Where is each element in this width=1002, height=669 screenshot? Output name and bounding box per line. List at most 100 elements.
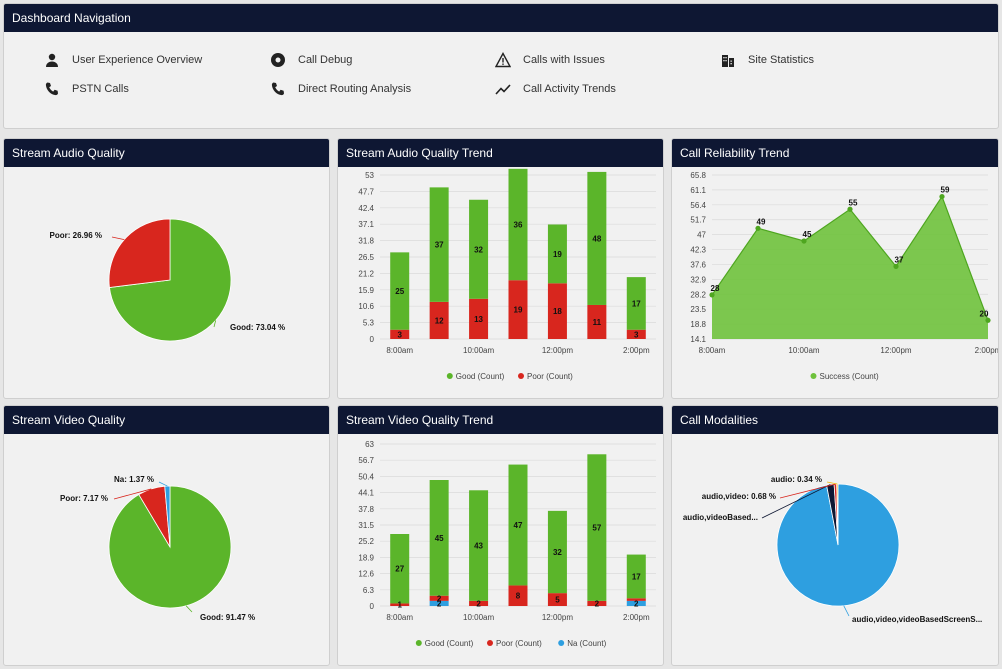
y-tick-label: 26.5	[358, 253, 374, 262]
data-point	[847, 206, 853, 212]
bar-value-label: 57	[592, 524, 601, 533]
nav-item-user-experience-overview[interactable]: User Experience Overview	[44, 51, 202, 69]
x-tick-label: 10:00am	[463, 346, 494, 355]
data-point	[801, 238, 807, 244]
y-tick-label: 12.6	[358, 570, 374, 579]
panel-title: Stream Video Quality Trend	[338, 406, 663, 434]
nav-item-call-debug[interactable]: Call Debug	[270, 51, 352, 69]
bar-segment	[390, 252, 410, 330]
bar-value-label: 19	[514, 306, 523, 315]
data-point-label: 20	[980, 309, 989, 318]
x-tick-label: 8:00am	[386, 613, 413, 622]
bar-segment	[547, 224, 567, 284]
pie-leader-line	[158, 481, 168, 487]
warning-icon	[495, 52, 511, 68]
x-tick-label: 10:00am	[463, 613, 494, 622]
y-tick-label: 37.6	[690, 260, 706, 269]
pie-slice	[108, 218, 171, 288]
bar-segment	[547, 510, 567, 594]
y-tick-label: 10.6	[358, 302, 374, 311]
nav-panel-title: Dashboard Navigation	[4, 4, 998, 32]
data-point-label: 28	[711, 284, 720, 293]
pie-leader-line	[779, 483, 836, 499]
bar-value-label: 3	[397, 330, 402, 339]
y-tick-label: 42.3	[690, 246, 706, 255]
bar-segment	[429, 600, 449, 606]
y-tick-label: 65.8	[690, 171, 706, 180]
y-tick-label: 25.2	[358, 537, 374, 546]
nav-item-label: Call Debug	[298, 54, 353, 66]
y-tick-label: 15.9	[358, 286, 374, 295]
nav-item-label: Calls with Issues	[523, 54, 605, 66]
legend-label: Good (Count)	[456, 372, 505, 381]
bar-segment	[429, 480, 449, 596]
audio-quality-trend-bar-chart: 05.310.615.921.226.531.837.142.447.75332…	[358, 168, 656, 381]
data-point-label: 45	[803, 230, 812, 239]
bar-value-label: 36	[514, 221, 523, 230]
x-tick-label: 12:00pm	[542, 346, 573, 355]
bar-segment	[626, 329, 646, 339]
bar-segment	[626, 554, 646, 599]
phone-icon	[44, 81, 60, 97]
call-modalities-panel: Call Modalities audio,video,videoBasedSc…	[671, 405, 999, 666]
bar-value-label: 25	[395, 287, 404, 296]
bar-segment	[390, 534, 410, 604]
bar-segment	[508, 464, 528, 586]
data-point	[755, 225, 761, 231]
call-modalities-pie-chart: audio,video,videoBasedScreenS... audio,vi…	[683, 475, 982, 624]
y-tick-label: 53	[365, 171, 374, 180]
bar-segment	[626, 600, 646, 606]
building-icon	[720, 52, 736, 68]
y-tick-label: 63	[365, 440, 374, 449]
x-tick-label: 2:00pm	[623, 346, 650, 355]
y-tick-label: 0	[370, 335, 375, 344]
nav-item-site-statistics[interactable]: Site Statistics	[720, 51, 814, 69]
pie-slice-label: audio,video,videoBasedScreenS...	[852, 615, 982, 624]
legend-label: Poor (Count)	[496, 639, 542, 648]
legend-marker	[558, 640, 565, 646]
bar-segment	[547, 283, 567, 339]
pie-slice-label: audio,video: 0.68 %	[702, 492, 776, 501]
bar-segment	[469, 298, 489, 339]
bar-segment	[469, 490, 489, 601]
legend-marker	[415, 640, 422, 646]
nav-item-pstn-calls[interactable]: PSTN Calls	[44, 80, 129, 98]
bar-segment	[587, 600, 607, 606]
bar-value-label: 48	[592, 234, 601, 243]
y-tick-label: 37.8	[358, 505, 374, 514]
y-tick-label: 44.1	[358, 489, 374, 498]
x-tick-label: 2:00pm	[623, 613, 650, 622]
panel-title: Call Modalities	[672, 406, 998, 434]
bar-value-label: 47	[514, 521, 523, 530]
pie-slice-label: audio,videoBased...	[683, 513, 758, 522]
pie-slice-label: Poor: 26.96 %	[50, 231, 102, 240]
legend-label: Success (Count)	[820, 372, 879, 381]
bar-value-label: 19	[553, 250, 562, 259]
bar-segment	[626, 598, 646, 601]
bar-value-label: 12	[435, 316, 444, 325]
nav-item-calls-with-issues[interactable]: Calls with Issues	[495, 51, 605, 69]
bar-value-label: 32	[474, 245, 483, 254]
y-tick-label: 56.7	[358, 456, 374, 465]
nav-item-call-activity-trends[interactable]: Call Activity Trends	[495, 80, 616, 98]
bar-segment	[390, 329, 410, 339]
data-point	[709, 292, 715, 298]
bar-segment	[508, 280, 528, 339]
stream-video-quality-panel: Stream Video Quality Good: 91.47 % Poor: …	[3, 405, 330, 666]
y-tick-label: 50.4	[358, 472, 374, 481]
legend-marker	[446, 373, 453, 379]
nav-item-direct-routing-analysis[interactable]: Direct Routing Analysis	[270, 80, 411, 98]
legend-label: Na (Count)	[567, 639, 606, 648]
pie-slice-label: audio: 0.34 %	[771, 475, 822, 484]
x-tick-label: 12:00pm	[880, 346, 911, 355]
bar-segment	[547, 593, 567, 606]
x-tick-label: 2:00pm	[975, 346, 999, 355]
phone-icon	[270, 81, 286, 97]
record-icon	[270, 52, 286, 68]
panel-title: Stream Audio Quality Trend	[338, 139, 663, 167]
y-tick-label: 56.4	[690, 201, 706, 210]
bar-segment	[429, 187, 449, 302]
video-quality-pie-chart: Good: 91.47 % Poor: 7.17 % Na: 1.37 %	[60, 475, 255, 622]
y-tick-label: 51.7	[690, 216, 706, 225]
y-tick-label: 47.7	[358, 187, 374, 196]
